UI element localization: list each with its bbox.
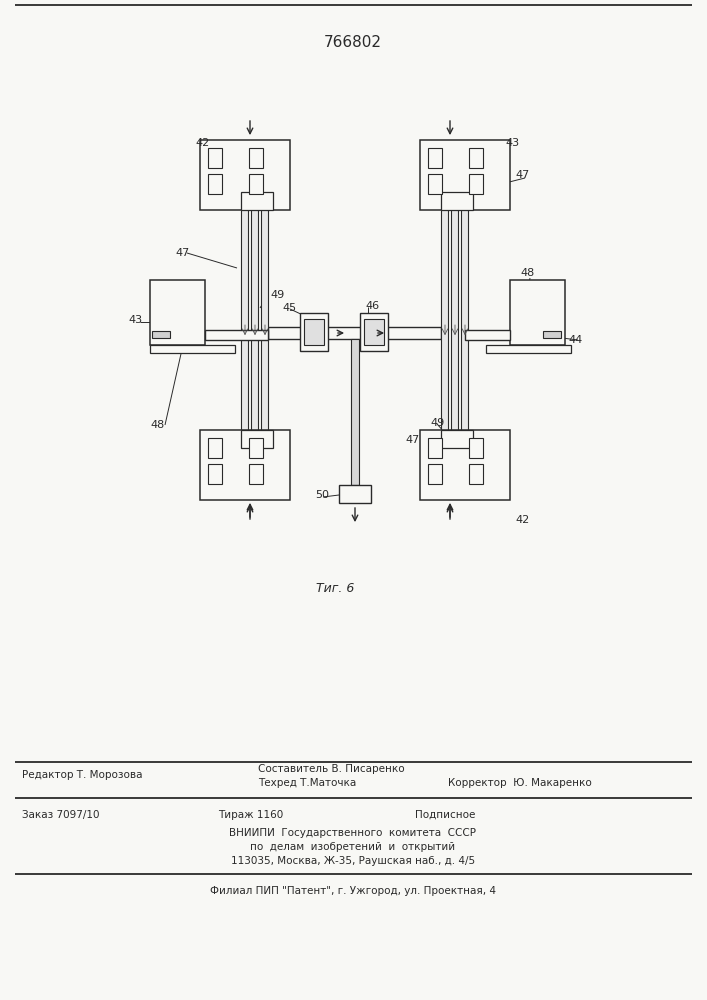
Bar (465, 330, 510, 340)
Bar (200, 430, 290, 500)
Bar (252, 202, 259, 435)
Bar (150, 280, 205, 345)
Text: 44: 44 (568, 335, 583, 345)
Text: ВНИИПИ  Государственного  комитета  СССР: ВНИИПИ Государственного комитета СССР (230, 828, 477, 838)
Bar (200, 140, 290, 210)
Bar (469, 438, 483, 458)
Text: Филиал ПИП "Патент", г. Ужгород, ул. Проектная, 4: Филиал ПИП "Патент", г. Ужгород, ул. Про… (210, 886, 496, 896)
Text: 43: 43 (505, 138, 519, 148)
Bar (469, 464, 483, 484)
Bar (543, 331, 561, 338)
Text: 43: 43 (128, 315, 142, 325)
Text: 48: 48 (150, 420, 164, 430)
Bar (152, 331, 170, 338)
Bar (304, 319, 324, 345)
Text: 48: 48 (520, 268, 534, 278)
Text: 766802: 766802 (324, 35, 382, 50)
Bar (420, 430, 510, 500)
Bar (241, 430, 273, 448)
Text: Подписное: Подписное (415, 810, 475, 820)
Text: 47: 47 (405, 435, 419, 445)
Bar (441, 192, 473, 210)
Bar (208, 148, 222, 168)
Text: Заказ 7097/10: Заказ 7097/10 (22, 810, 100, 820)
Bar (462, 202, 469, 435)
Bar (452, 202, 459, 435)
Bar (428, 148, 442, 168)
Bar (241, 192, 273, 210)
Bar (249, 148, 263, 168)
Text: Техред Т.Маточка: Техред Т.Маточка (258, 778, 356, 788)
Bar (242, 202, 248, 435)
Bar (269, 327, 441, 339)
Text: 47: 47 (175, 248, 189, 258)
Text: Составитель В. Писаренко: Составитель В. Писаренко (258, 764, 404, 774)
Text: 47: 47 (515, 170, 530, 180)
Bar (441, 430, 473, 448)
Bar (364, 319, 384, 345)
Bar (150, 345, 235, 353)
Bar (428, 174, 442, 194)
Bar (428, 438, 442, 458)
Bar (208, 438, 222, 458)
Bar (339, 485, 371, 503)
Text: Корректор  Ю. Макаренко: Корректор Ю. Макаренко (448, 778, 592, 788)
Text: 42: 42 (195, 138, 209, 148)
Bar (249, 174, 263, 194)
Text: Тираж 1160: Тираж 1160 (218, 810, 284, 820)
Text: по  делам  изобретений  и  открытий: по делам изобретений и открытий (250, 842, 455, 852)
Bar (510, 280, 565, 345)
Bar (351, 339, 359, 485)
Text: 50: 50 (315, 490, 329, 500)
Text: 49: 49 (270, 290, 284, 300)
Text: Редактор Т. Морозова: Редактор Т. Морозова (22, 770, 143, 780)
Bar (486, 345, 571, 353)
Text: 49: 49 (430, 418, 444, 428)
Bar (208, 464, 222, 484)
Text: 46: 46 (365, 301, 379, 311)
Bar (420, 140, 510, 210)
Bar (249, 464, 263, 484)
Bar (262, 202, 269, 435)
Bar (428, 464, 442, 484)
Bar (300, 313, 328, 351)
Bar (249, 438, 263, 458)
Text: 113035, Москва, Ж-35, Раушская наб., д. 4/5: 113035, Москва, Ж-35, Раушская наб., д. … (231, 856, 475, 866)
Bar (205, 330, 269, 340)
Text: Τиг. 6: Τиг. 6 (316, 582, 354, 595)
Bar (360, 313, 388, 351)
Bar (441, 202, 448, 435)
Text: 45: 45 (282, 303, 296, 313)
Bar (469, 148, 483, 168)
Text: 42: 42 (515, 515, 530, 525)
Bar (208, 174, 222, 194)
Bar (469, 174, 483, 194)
